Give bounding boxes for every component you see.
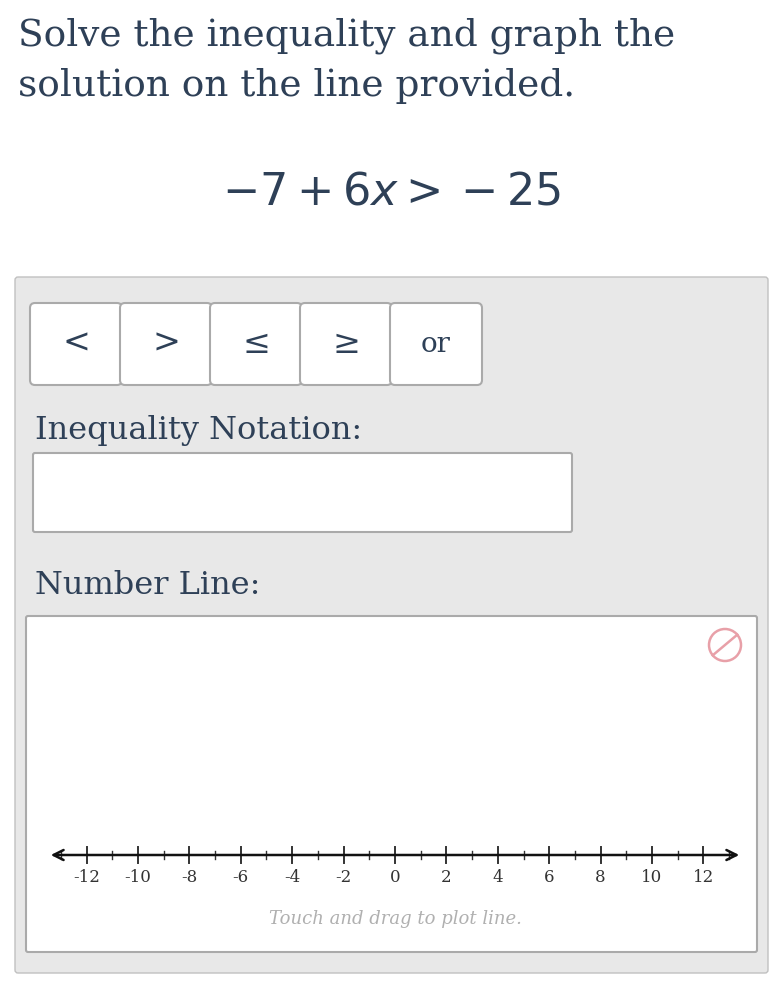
Text: -12: -12 [73, 869, 100, 886]
Text: $-7 + 6x > -25$: $-7 + 6x > -25$ [222, 170, 561, 213]
Text: Inequality Notation:: Inequality Notation: [35, 415, 362, 446]
Text: Touch and drag to plot line.: Touch and drag to plot line. [269, 910, 521, 928]
Text: 2: 2 [441, 869, 452, 886]
Text: solution on the line provided.: solution on the line provided. [18, 68, 576, 104]
Text: -8: -8 [181, 869, 197, 886]
FancyBboxPatch shape [15, 277, 768, 973]
FancyBboxPatch shape [30, 303, 122, 385]
Text: 0: 0 [390, 869, 400, 886]
FancyBboxPatch shape [390, 303, 482, 385]
Text: -4: -4 [284, 869, 301, 886]
FancyBboxPatch shape [26, 616, 757, 952]
Text: Solve the inequality and graph the: Solve the inequality and graph the [18, 18, 675, 54]
Text: or: or [421, 331, 451, 357]
Text: >: > [152, 328, 180, 360]
Text: 12: 12 [693, 869, 714, 886]
Text: 6: 6 [544, 869, 554, 886]
FancyBboxPatch shape [210, 303, 302, 385]
Text: ≥: ≥ [332, 328, 360, 360]
FancyBboxPatch shape [120, 303, 212, 385]
Text: 4: 4 [493, 869, 503, 886]
Text: 8: 8 [595, 869, 606, 886]
Text: -10: -10 [124, 869, 151, 886]
Text: ≤: ≤ [242, 328, 270, 360]
FancyBboxPatch shape [300, 303, 392, 385]
FancyBboxPatch shape [33, 453, 572, 532]
Text: 10: 10 [641, 869, 662, 886]
Text: -2: -2 [335, 869, 352, 886]
Text: Number Line:: Number Line: [35, 570, 261, 601]
Text: <: < [62, 328, 90, 360]
Text: -6: -6 [233, 869, 249, 886]
